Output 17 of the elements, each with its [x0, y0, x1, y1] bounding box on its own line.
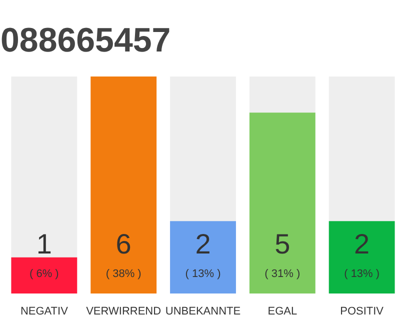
x-tick-label: VERWIRREND	[86, 306, 162, 318]
data-label: 5	[274, 228, 290, 260]
data-label: 2	[195, 228, 211, 260]
x-tick-label: UNBEKANNTE	[165, 306, 241, 318]
annotation: ( 6% )	[30, 268, 59, 280]
x-tick-label: NEGATIV	[20, 306, 69, 318]
x-tick-label: POSITIV	[340, 306, 384, 318]
chart-title: 088665457	[0, 22, 171, 60]
annotation: ( 13% )	[344, 268, 380, 280]
annotation: ( 31% )	[264, 268, 300, 280]
x-tick-label: EGAL	[268, 306, 298, 318]
annotation: ( 38% )	[106, 268, 142, 280]
annotation: ( 13% )	[185, 268, 221, 280]
data-label: 1	[36, 228, 52, 260]
data-label: 6	[116, 228, 132, 260]
data-label: 2	[354, 228, 370, 260]
bar	[11, 257, 78, 294]
